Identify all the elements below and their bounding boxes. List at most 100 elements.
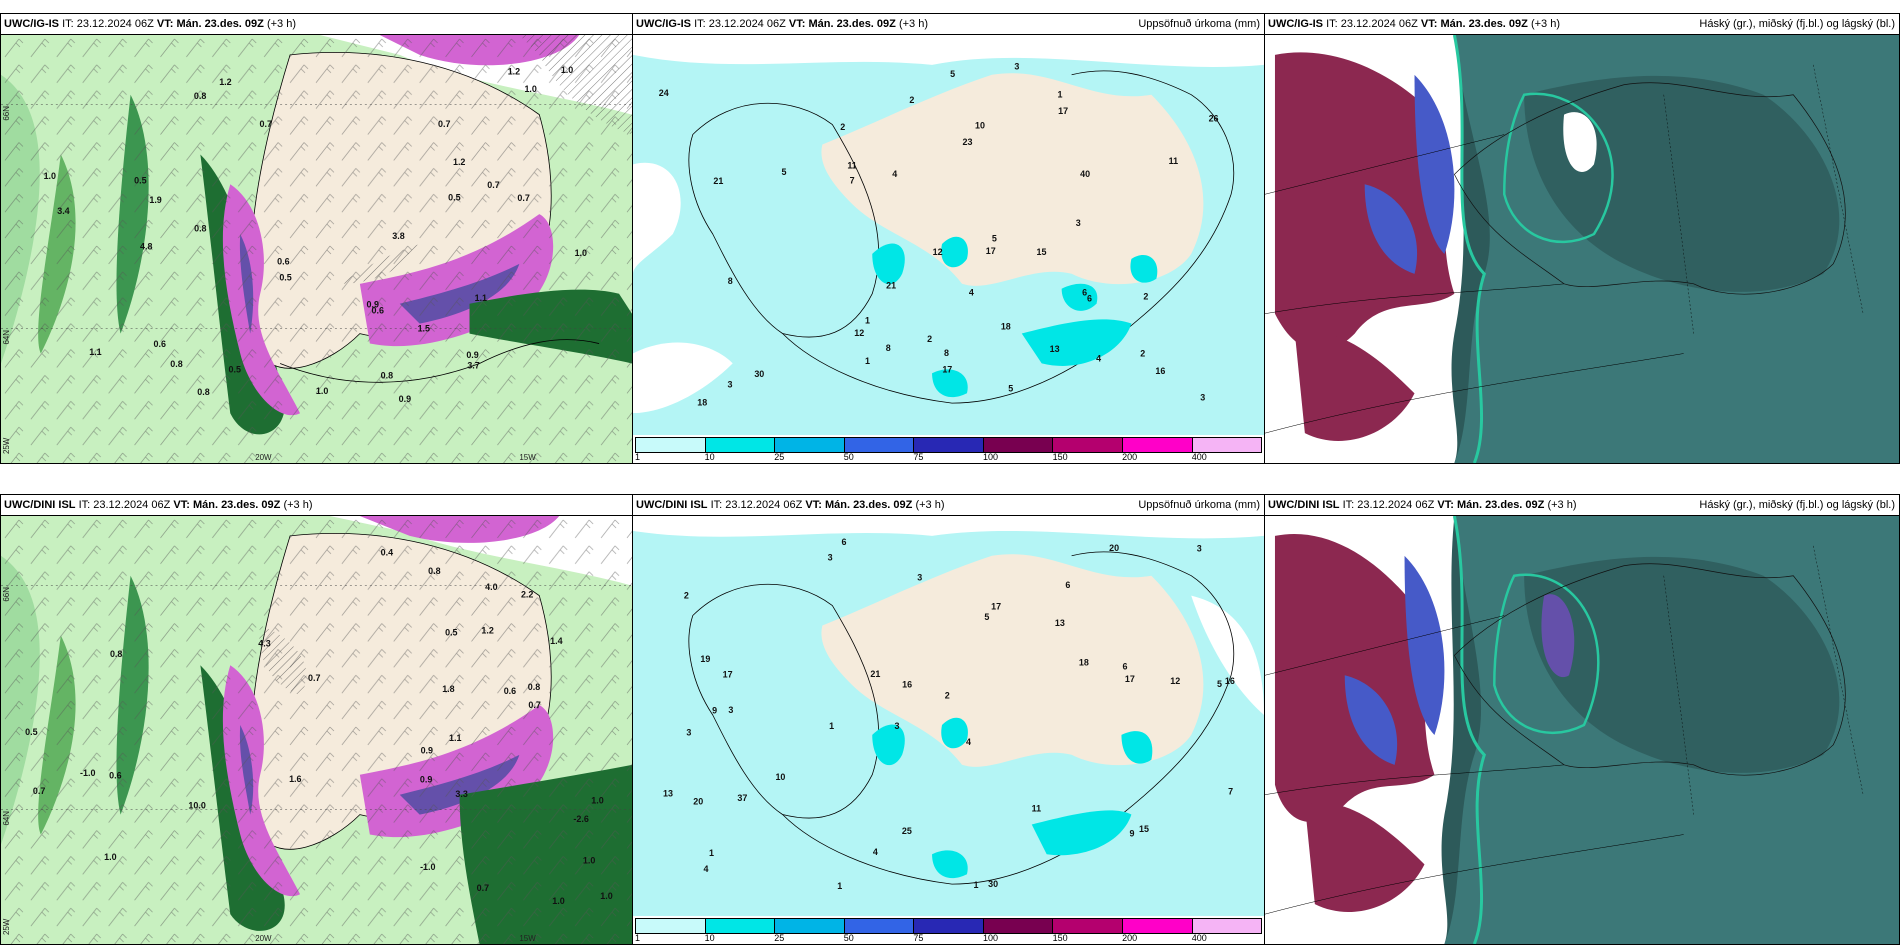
colorbar-ticks: 1 10 25 50 75 100 150 200 400 (635, 933, 1262, 943)
map-value-label: 5 (782, 167, 787, 177)
map-value-label: 25 (902, 826, 912, 836)
map-value-label: 8 (728, 276, 733, 286)
value-labels: 0.9 1.0 0.6 -2.6 -1.0 1.2 0.8 0.7 1.0 0.7 1.1 0.9 0.… (25, 548, 613, 906)
map-value-label: 1.5 (418, 323, 430, 333)
colorbar-segment (636, 438, 706, 452)
map-value-label: 10.0 (188, 801, 205, 811)
map-value-label: 12 (1170, 676, 1180, 686)
map-value-label: 3.8 (392, 231, 404, 241)
panel-row1-wind: UWC/IG-IS IT: 23.12.2024 06Z VT: Mán. 23… (0, 13, 633, 464)
map-value-label: 1.4 (550, 636, 562, 646)
it-label: IT: (710, 499, 723, 511)
colorbar-legend: 1 10 25 50 75 100 150 200 400 (633, 916, 1264, 944)
map-value-label: 3 (1200, 392, 1205, 402)
map-value-label: -2.6 (573, 814, 588, 824)
map-value-label: 1.2 (481, 625, 493, 635)
map-value-label: 37 (737, 793, 747, 803)
panel-header: UWC/DINI ISL IT: 23.12.2024 06Z VT: Mán.… (1, 495, 632, 516)
map-value-label: 0.6 (372, 306, 384, 316)
it-label: IT: (694, 18, 706, 30)
lead-time: (+3 h) (283, 499, 313, 511)
map-value-label: 2 (1143, 292, 1148, 302)
colorbar-segment (844, 438, 915, 452)
map-value-label: 0.6 (504, 686, 516, 696)
map-value-label: 2.2 (521, 589, 533, 599)
vt-value: Mán. 23.des. 09Z (176, 18, 264, 30)
map-value-label: 1.1 (475, 293, 487, 303)
map-value-label: 6 (1123, 661, 1128, 671)
map-value-label: 1.0 (552, 896, 564, 906)
colorbar-tick: 25 (774, 933, 785, 943)
map-value-label: 9 (712, 705, 717, 715)
map-value-label: 0.9 (399, 394, 411, 404)
map-value-label: 0.7 (438, 119, 450, 129)
map-value-label: 9 (1130, 829, 1135, 839)
map-value-label: 16 (1225, 676, 1235, 686)
map-value-label: 3 (686, 728, 691, 738)
map-title: Háský (gr.), miðský (fj.bl.) og lágský (… (1699, 499, 1895, 511)
map-value-label: 0.8 (381, 371, 393, 381)
map-value-label: 0.5 (448, 192, 460, 202)
colorbar-tick: 75 (913, 452, 924, 462)
colorbar-segment (705, 919, 776, 933)
map-value-label: 12 (854, 328, 864, 338)
map-value-label: 1.2 (508, 66, 520, 76)
lead-time: (+3 h) (1547, 499, 1577, 511)
vt-label: VT: (1420, 18, 1438, 30)
map-value-label: 15 (1037, 247, 1047, 257)
panel-row2-cloud: UWC/DINI ISL IT: 23.12.2024 06Z VT: Mán.… (1264, 494, 1900, 945)
map-value-label: 1.6 (289, 774, 301, 784)
map-value-label: 1.1 (89, 347, 101, 357)
panel-header: UWC/IG-IS IT: 23.12.2024 06Z VT: Mán. 23… (1, 14, 632, 35)
map-value-label: 30 (754, 369, 764, 379)
colorbar-segment (983, 438, 1054, 452)
wind-precip-map: 66N 64N 25W 20W 15W 0.9 0.8 0.6 0.5 0.7 0.8 1.… (1, 35, 632, 463)
colorbar-segment (1122, 919, 1193, 933)
map-value-label: 1 (829, 721, 834, 731)
model-name: UWC/IG-IS (1268, 18, 1323, 30)
map-value-label: 0.8 (428, 566, 440, 576)
colorbar-tick: 75 (913, 933, 924, 943)
colorbar-segment (775, 919, 845, 933)
map-value-label: 21 (886, 280, 896, 290)
map-value-label: 16 (1155, 366, 1165, 376)
map-value-label: 4.8 (140, 242, 152, 252)
map-value-label: 12 (933, 247, 943, 257)
map-value-label: 4 (1096, 354, 1101, 364)
map-value-label: 10 (975, 121, 985, 131)
map-value-label: 1 (865, 356, 870, 366)
map-value-label: 2 (945, 691, 950, 701)
map-value-label: 15 (1139, 824, 1149, 834)
map-value-label: 0.7 (517, 193, 529, 203)
map-value-label: 17 (986, 246, 996, 256)
map-value-label: -1.0 (420, 862, 435, 872)
map-value-label: 4 (892, 169, 897, 179)
colorbar-tick: 400 (1191, 933, 1207, 943)
map-value-label: 1.0 (591, 796, 603, 806)
value-labels: 0.90.80.60.5 0.70.81.00.80.50.81.11.00.60… (44, 65, 587, 404)
colorbar-tick: 100 (982, 452, 999, 462)
map-value-label: 0.7 (528, 700, 540, 710)
vt-value: Mán. 23.des. 09Z (808, 18, 896, 30)
map-value-label: 1.1 (449, 733, 461, 743)
cloud-cover-map (1265, 35, 1899, 463)
map-value-label: 11 (1169, 156, 1178, 166)
map-value-label: 19 (700, 654, 710, 664)
map-value-label: 3 (828, 553, 833, 563)
map-value-label: -1.0 (80, 768, 95, 778)
map-value-label: 30 (988, 879, 998, 889)
map-value-label: 11 (1032, 804, 1041, 814)
map-value-label: 11 (847, 160, 856, 170)
colorbar-tick: 1 (635, 933, 641, 943)
colorbar-segment (914, 438, 984, 452)
lat-label: 66N (2, 106, 11, 121)
map-value-label: 3.4 (57, 206, 69, 216)
colorbar-ticks: 1 10 25 50 75 100 150 200 400 (635, 452, 1262, 462)
map-value-label: 17 (991, 601, 1001, 611)
it-label: IT: (1326, 18, 1338, 30)
map-value-label: 24 (659, 88, 669, 98)
it-label: IT: (78, 499, 91, 511)
map-value-label: 26 (1209, 114, 1219, 124)
map-title: Uppsöfnuð úrkoma (mm) (1138, 18, 1260, 30)
map-value-label: 20 (1109, 543, 1119, 553)
